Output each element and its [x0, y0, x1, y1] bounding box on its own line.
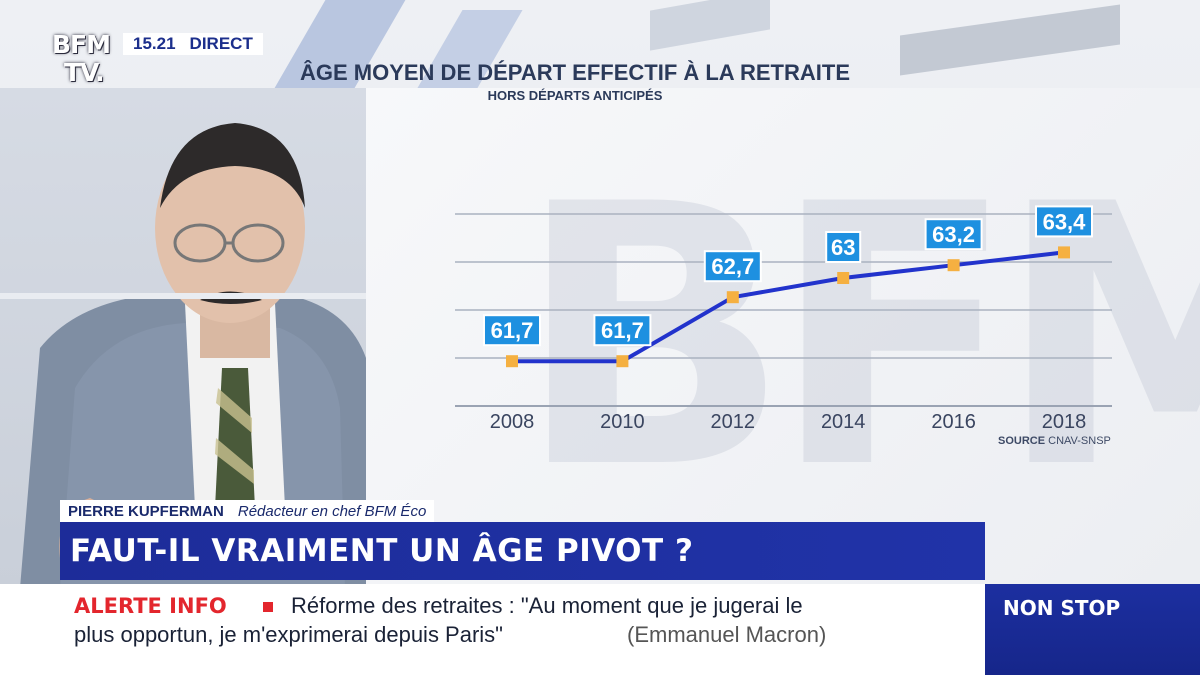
source-name: CNAV-SNSP	[1048, 435, 1111, 447]
ticker-attribution: (Emmanuel Macron)	[627, 622, 827, 647]
alert-label: ALERTE INFO	[74, 594, 227, 618]
guest-name: PIERRE KUPFERMAN	[68, 502, 224, 520]
nonstop-label: NON STOP	[1003, 596, 1121, 620]
chart-source: SOURCE CNAV-SNSP	[998, 435, 1111, 447]
headline: FAUT-IL VRAIMENT UN ÂGE PIVOT ?	[70, 533, 694, 569]
bfm-watermark: BFM	[516, 128, 1200, 547]
ticker-line1: Réforme des retraites : "Au moment que j…	[291, 593, 803, 618]
headline-bar: FAUT-IL VRAIMENT UN ÂGE PIVOT ?	[60, 522, 985, 580]
live-label: DIRECT	[189, 34, 253, 53]
source-prefix: SOURCE	[998, 435, 1046, 447]
alert-square-icon	[263, 602, 273, 612]
chart-subtitle: HORS DÉPARTS ANTICIPÉS	[487, 88, 663, 103]
clock: 15.21	[133, 34, 176, 53]
bfmtv-logo: BFM TV.	[52, 28, 122, 90]
guest-role: Rédacteur en chef BFM Éco	[237, 502, 427, 520]
chart-title: ÂGE MOYEN DE DÉPART EFFECTIF À LA RETRAI…	[299, 60, 850, 85]
studio-screen-edge	[0, 293, 366, 299]
logo-line2: TV.	[64, 58, 105, 87]
name-bar: PIERRE KUPFERMAN Rédacteur en chef BFM É…	[60, 500, 435, 522]
logo-line1: BFM	[52, 30, 111, 59]
nonstop-box: NON STOP	[985, 584, 1200, 675]
clock-bar: 15.21 DIRECT	[123, 33, 263, 55]
chart-panel: BFM	[366, 88, 1200, 588]
ticker-line2: plus opportun, je m'exprimerai depuis Pa…	[74, 622, 503, 647]
news-ticker	[0, 584, 985, 675]
